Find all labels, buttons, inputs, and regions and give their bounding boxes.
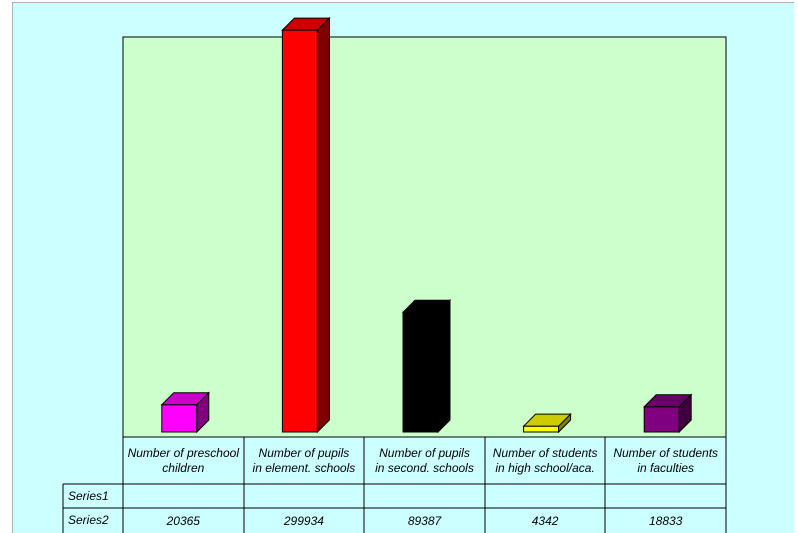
- category-label: Number of students: [493, 446, 598, 460]
- category-label: Number of pupils: [259, 446, 350, 460]
- bar-front: [523, 425, 560, 433]
- bar-front: [161, 404, 198, 433]
- value-label: 18833: [649, 514, 683, 528]
- category-label: Number of pupils: [379, 446, 470, 460]
- value-label: 89387: [408, 514, 443, 528]
- bar-1: [160, 391, 211, 434]
- bar-side: [678, 393, 692, 434]
- category-label: in faculties: [637, 461, 694, 475]
- bars-group: [160, 16, 693, 434]
- data-table: [62, 437, 727, 533]
- bar-side: [196, 391, 210, 434]
- category-label: Number of preschool: [128, 446, 240, 460]
- category-label: in element. schools: [253, 461, 356, 475]
- category-label: in second. schools: [375, 461, 474, 475]
- bar-front: [402, 311, 439, 433]
- series-label: Series1: [68, 489, 109, 503]
- bar-3: [401, 299, 452, 434]
- bar-side: [437, 299, 451, 434]
- bar-front: [643, 406, 680, 433]
- bar-front: [281, 29, 318, 433]
- value-label: 20365: [166, 514, 201, 528]
- value-label: 299934: [283, 514, 324, 528]
- bar-4: [522, 412, 572, 434]
- bar-5: [642, 393, 693, 434]
- category-label: in high school/aca.: [495, 461, 594, 475]
- category-label: children: [162, 461, 204, 475]
- bar-side: [558, 412, 572, 434]
- bar-side: [316, 16, 330, 434]
- value-label: 4342: [532, 514, 559, 528]
- category-label: Number of students: [613, 446, 718, 460]
- series-label: Series2: [68, 513, 109, 527]
- bar-2: [281, 16, 331, 434]
